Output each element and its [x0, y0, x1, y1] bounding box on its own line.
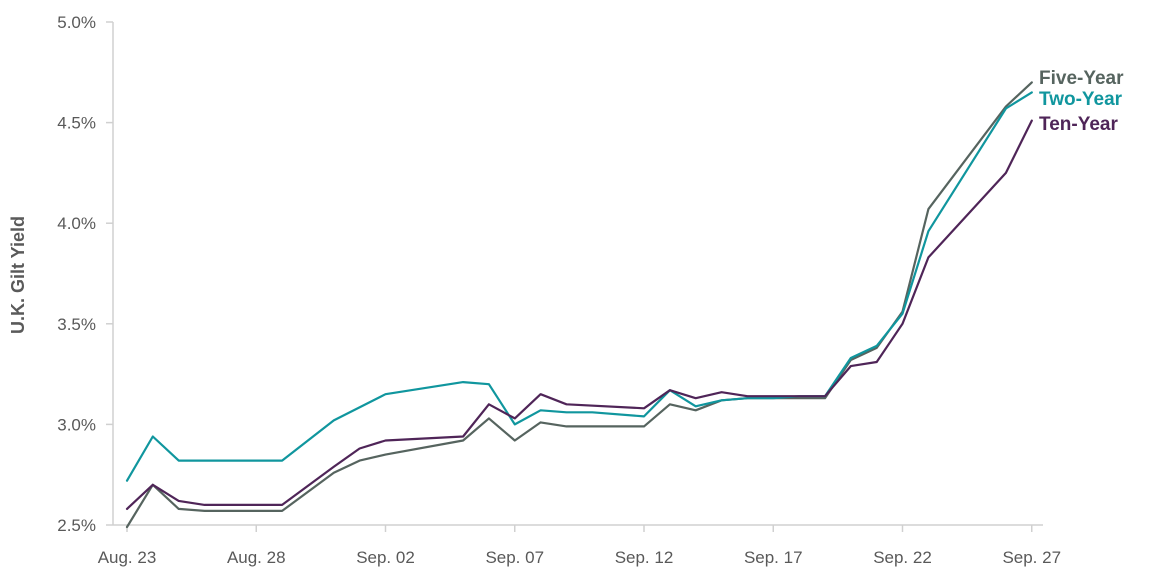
- x-tick-label: Aug. 23: [98, 548, 157, 567]
- legend-label-five-year: Five-Year: [1039, 68, 1124, 89]
- x-tick-label: Aug. 28: [227, 548, 286, 567]
- x-tick-label: Sep. 02: [356, 548, 415, 567]
- series-line-five-year: [125, 81, 1033, 529]
- x-tick-label: Sep. 17: [744, 548, 803, 567]
- series-layer: [125, 81, 1033, 529]
- series-line-two-year: [125, 91, 1033, 482]
- y-tick-label: 3.5%: [57, 315, 96, 334]
- x-tick-label: Sep. 07: [485, 548, 544, 567]
- x-tick-label: Sep. 22: [873, 548, 932, 567]
- y-tick-label: 3.0%: [57, 415, 96, 434]
- x-tick-label: Sep. 12: [615, 548, 674, 567]
- y-tick-label: 5.0%: [57, 13, 96, 32]
- x-tick-label: Sep. 27: [1002, 548, 1061, 567]
- x-ticks: Aug. 23 Aug. 28 Sep. 02 Sep. 07 Sep. 12 Sep. …: [98, 525, 1061, 567]
- y-axis-label-group: U.K. Gilt Yield: [8, 216, 28, 334]
- y-tick-label: 4.0%: [57, 214, 96, 233]
- y-tick-label: 2.5%: [57, 516, 96, 535]
- y-axis-label: U.K. Gilt Yield: [8, 216, 28, 334]
- y-tick-label: 4.5%: [57, 114, 96, 133]
- legend-label-ten-year: Ten-Year: [1039, 114, 1118, 135]
- y-ticks: 2.5% 3.0% 3.5% 4.0% 4.5% 5.0%: [57, 13, 113, 535]
- legend-label-two-year: Two-Year: [1039, 89, 1123, 110]
- series-line-ten-year: [125, 119, 1033, 510]
